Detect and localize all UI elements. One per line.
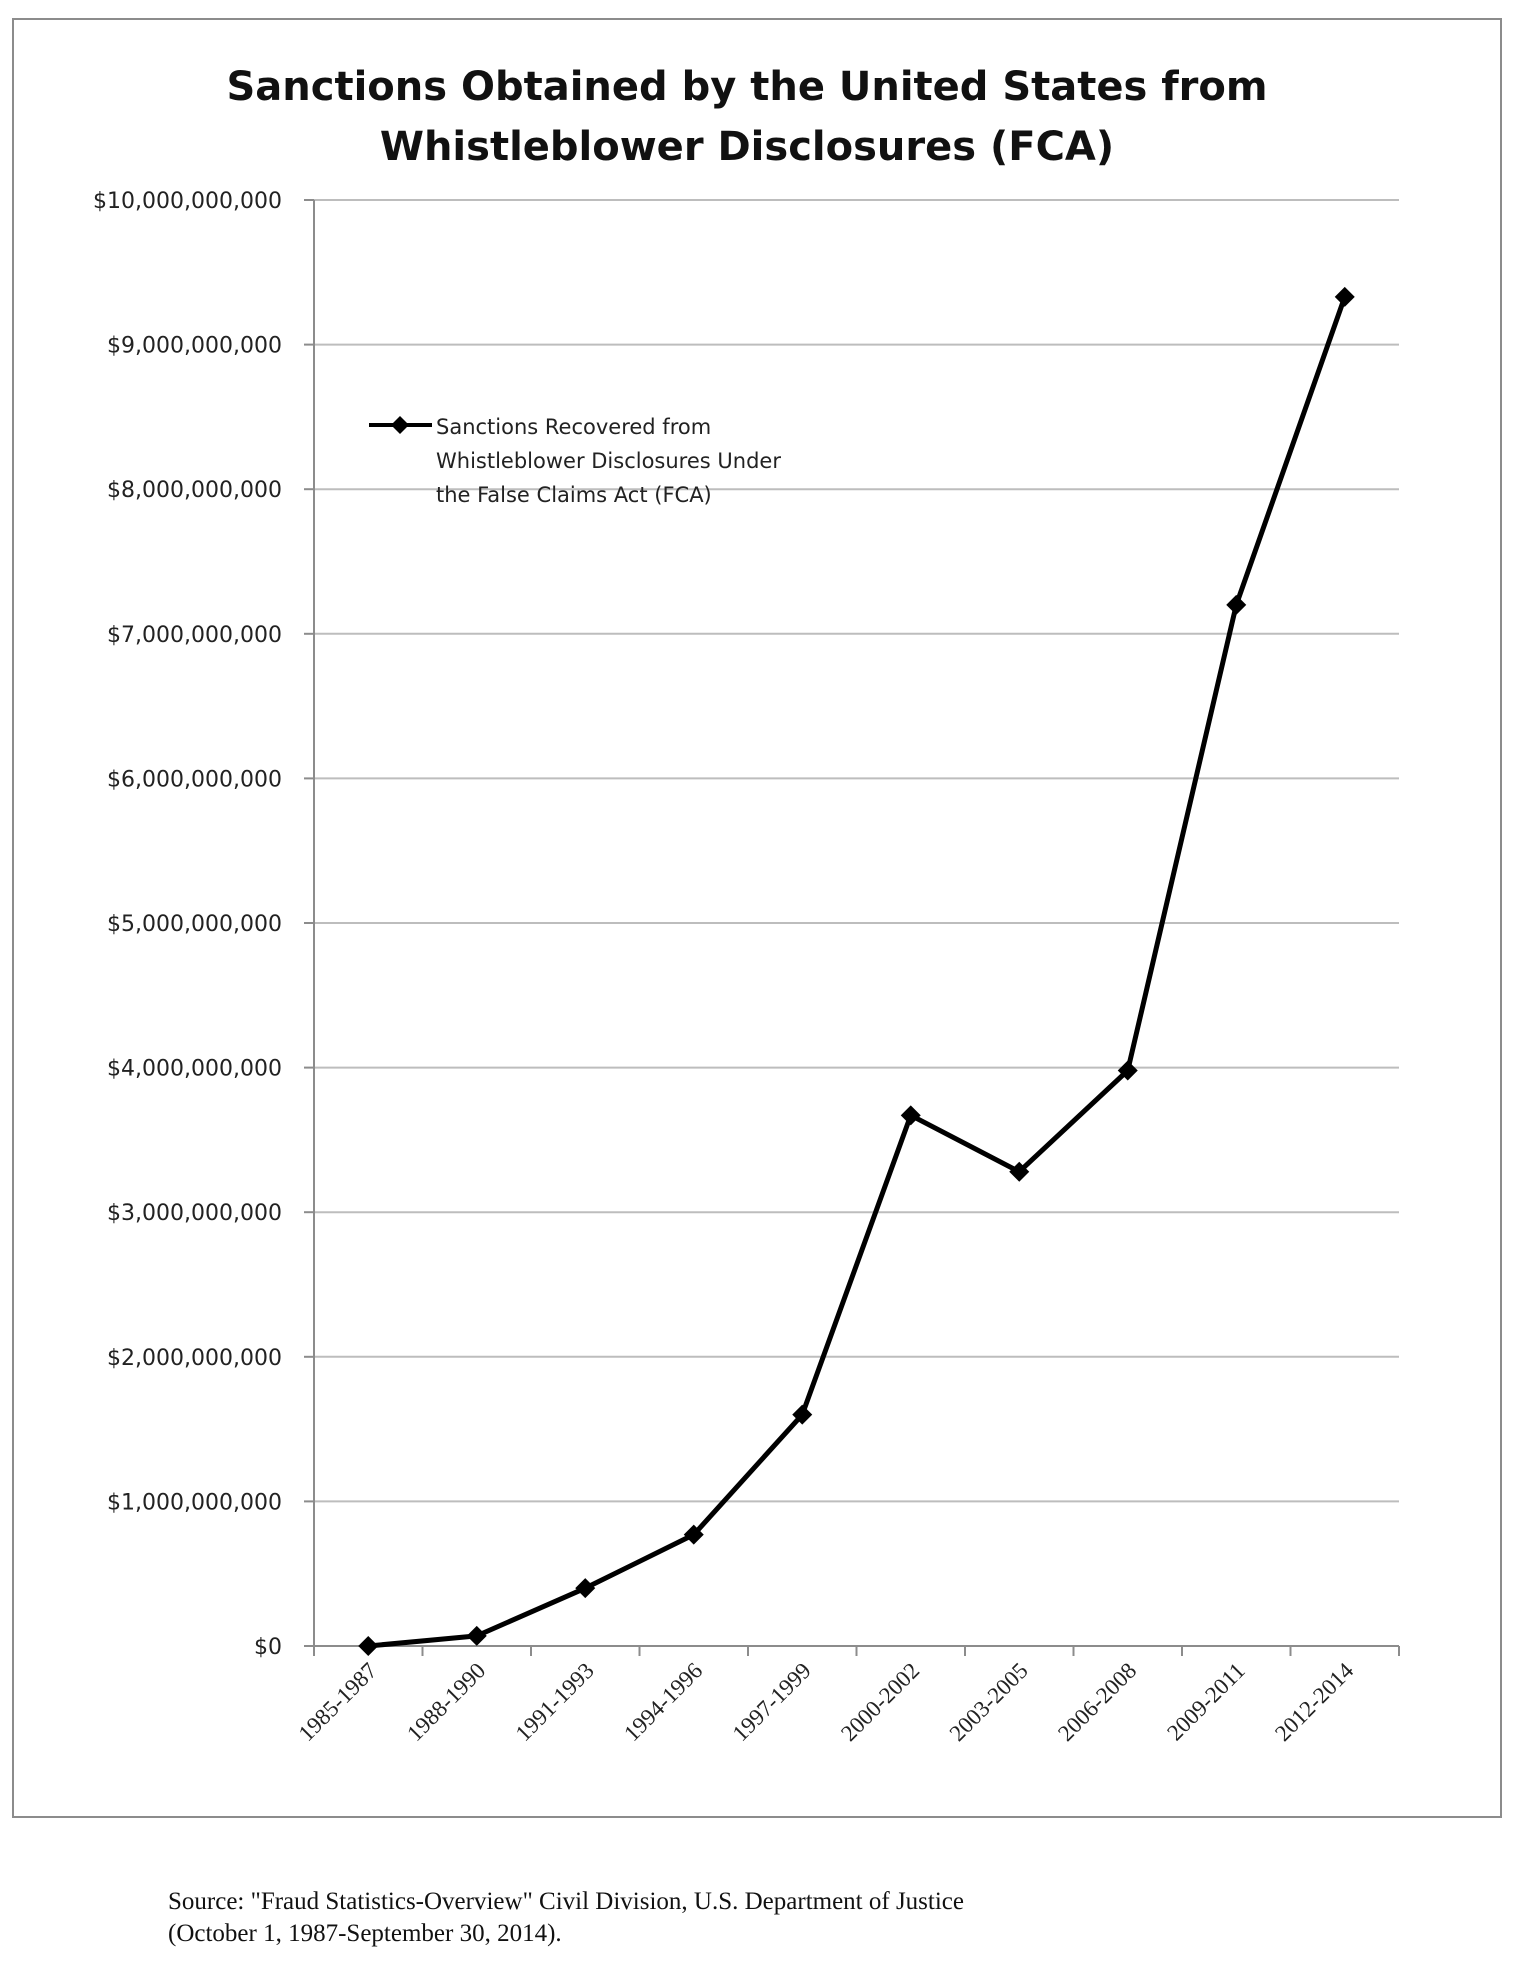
data-point-2006-2008 [1117, 1060, 1138, 1081]
series-line-group [358, 286, 1355, 1656]
data-point-2003-2005 [1009, 1161, 1030, 1182]
y-tick-label-7: $7,000,000,000 [107, 623, 282, 648]
legend-label-line-1: Sanctions Recovered from [436, 415, 711, 439]
x-tick-label-2: 1991-1993 [511, 1658, 599, 1746]
x-tick-label-6: 2003-2005 [945, 1658, 1033, 1746]
y-tick-label-1: $1,000,000,000 [107, 1490, 282, 1515]
chart-frame: Sanctions Obtained by the United States … [12, 18, 1502, 1818]
legend: Sanctions Recovered from Whistleblower D… [369, 415, 781, 507]
data-point-1997-1999 [792, 1404, 813, 1425]
x-tick-label-5: 2000-2002 [836, 1658, 924, 1746]
x-tick-label-0: 1985-1987 [294, 1658, 382, 1746]
x-tick-label-4: 1997-1999 [728, 1658, 816, 1746]
source-line-2: (October 1, 1987-September 30, 2014). [168, 1920, 562, 1947]
x-axis-tick-labels: 1985-1987 1988-1990 1991-1993 1994-1996 1997… [294, 1658, 1359, 1747]
y-tick-label-8: $8,000,000,000 [107, 478, 282, 503]
x-tick-label-9: 2012-2014 [1270, 1658, 1359, 1747]
x-tick-label-3: 1994-1996 [619, 1658, 707, 1746]
legend-diamond-marker [391, 416, 409, 434]
chart: Sanctions Obtained by the United States … [93, 64, 1400, 1747]
x-tick-label-7: 2006-2008 [1053, 1658, 1141, 1746]
legend-label-line-3: the False Claims Act (FCA) [436, 483, 712, 507]
y-tick-label-0: $0 [254, 1635, 282, 1660]
y-tick-label-10: $10,000,000,000 [93, 189, 282, 214]
data-point-2012-2014 [1334, 286, 1355, 307]
y-tick-label-5: $5,000,000,000 [107, 912, 282, 937]
y-tick-label-9: $9,000,000,000 [107, 334, 282, 359]
chart-title-line-2: Whistleblower Disclosures (FCA) [380, 124, 1114, 170]
source-note: Source: "Fraud Statistics-Overview" Civi… [168, 1886, 1468, 1950]
data-point-1985-1987 [358, 1636, 379, 1656]
legend-label-line-2: Whistleblower Disclosures Under [436, 449, 781, 473]
data-point-1991-1993 [575, 1578, 596, 1599]
y-axis-tick-labels: $0 $1,000,000,000 $2,000,000,000 $3,000,000… [93, 189, 282, 1660]
gridlines [314, 199, 1399, 1503]
chart-title-line-1: Sanctions Obtained by the United States … [226, 64, 1267, 110]
source-line-1: Source: "Fraud Statistics-Overview" Civi… [168, 1888, 964, 1915]
series-line-0 [368, 296, 1348, 1649]
axes [304, 199, 1400, 1656]
data-point-1988-1990 [466, 1625, 487, 1646]
y-tick-label-6: $6,000,000,000 [107, 767, 282, 792]
data-point-2009-2011 [1226, 594, 1247, 615]
data-point-1994-1996 [683, 1524, 704, 1545]
y-tick-label-4: $4,000,000,000 [107, 1057, 282, 1082]
x-tick-label-8: 2009-2011 [1162, 1658, 1250, 1746]
x-tick-label-1: 1988-1990 [402, 1658, 490, 1746]
data-point-2000-2002 [900, 1105, 921, 1126]
y-tick-label-2: $2,000,000,000 [107, 1346, 282, 1371]
y-tick-label-3: $3,000,000,000 [107, 1201, 282, 1226]
